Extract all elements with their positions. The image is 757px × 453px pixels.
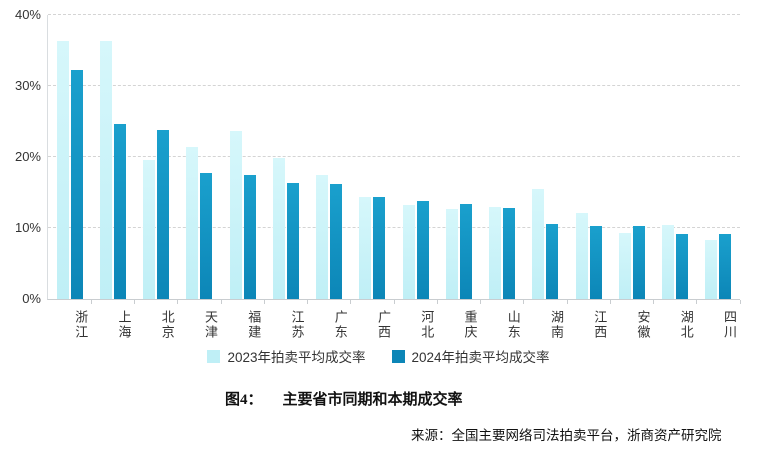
bar-湖南-2024 [546,224,559,299]
bar-group-山东 [481,15,525,304]
gridline-30 [48,85,740,86]
y-axis-label: 0% [22,291,41,306]
bar-group-重庆 [437,15,482,304]
bar-group-四川 [697,15,741,304]
bar-浙江-2024 [70,70,83,299]
gridline-10 [48,227,740,228]
legend-item-2024: 2024年拍卖平均成交率 [391,346,550,366]
bar-group-上海 [91,15,136,304]
bar-group-浙江 [48,15,93,304]
figure-caption-title: 主要省市同期和本期成交率 [282,392,463,408]
bar-江苏-2023 [272,158,285,299]
x-axis-label-福建: 福建 [246,310,262,340]
bar-四川-2024 [719,233,732,299]
bar-group-湖南 [524,15,568,304]
x-axis-label-湖南: 湖南 [549,310,564,340]
bar-河北-2023 [402,205,415,299]
bar-group-江西 [567,15,612,304]
y-axis-label: 20% [14,149,41,164]
x-axis-label-江西: 江西 [592,310,608,340]
legend-label-2023: 2023年拍卖平均成交率 [227,350,366,365]
bar-group-天津 [178,15,222,304]
bar-广东-2023 [316,174,329,299]
figure-caption: 图4： 主要省市同期和本期成交率 [225,388,463,409]
bar-天津-2024 [200,173,213,299]
x-axis-label-浙江: 浙江 [73,310,89,340]
y-axis-label: 30% [14,78,41,93]
bar-湖南-2023 [532,188,545,299]
bar-浙江-2023 [56,40,69,299]
legend-label-2024: 2024年拍卖平均成交率 [411,350,550,365]
x-axis-label-安徽: 安徽 [635,310,651,340]
bar-天津-2023 [186,147,199,299]
x-axis-label-天津: 天津 [203,310,218,340]
bar-广西-2024 [373,197,386,299]
bar-groups [48,15,741,304]
bar-广西-2023 [359,196,372,299]
bar-江西-2024 [589,225,602,299]
bar-北京-2024 [157,130,170,299]
bar-group-广东 [308,15,352,304]
x-axis-label-山东: 山东 [505,310,521,340]
x-axis-label-上海: 上海 [116,310,132,340]
legend-item-2023: 2023年拍卖平均成交率 [207,346,366,366]
x-axis-label-江苏: 江苏 [289,310,305,340]
bar-福建-2023 [229,130,242,299]
bar-福建-2024 [243,175,256,299]
bar-group-湖北 [654,15,698,304]
bar-group-福建 [221,15,266,304]
legend-swatch-2024 [391,349,405,363]
bar-安徽-2023 [618,232,631,299]
y-axis-label: 40% [14,7,41,22]
y-axis-label: 10% [14,220,41,235]
bar-group-江苏 [264,15,309,304]
plot-area: 0% 10% 20% 30% 40% [15,8,741,306]
x-axis-label-河北: 河北 [419,310,435,340]
bar-山东-2024 [503,208,516,299]
bar-group-安徽 [610,15,655,304]
bar-山东-2023 [489,207,502,299]
x-axis-label-湖北: 湖北 [678,310,694,340]
bar-四川-2023 [705,240,718,299]
bar-湖北-2023 [662,225,675,299]
x-axis-label-广东: 广东 [332,310,348,340]
bar-重庆-2023 [445,208,458,299]
bar-河北-2024 [416,201,429,299]
bar-重庆-2024 [459,203,472,299]
bar-上海-2023 [99,40,112,299]
legend: 2023年拍卖平均成交率 2024年拍卖平均成交率 [0,346,757,366]
x-axis-label-重庆: 重庆 [462,310,478,340]
bar-上海-2024 [113,124,126,299]
bar-江苏-2024 [286,183,299,299]
bar-湖北-2024 [676,233,689,299]
bar-江西-2023 [575,213,588,299]
source-note: 来源：全国主要网络司法拍卖平台，浙商资产研究院 [411,428,722,443]
bar-group-河北 [394,15,439,304]
gridline-20 [48,156,740,157]
gridline-40 [48,14,740,15]
x-axis-label-广西: 广西 [376,310,391,340]
x-axis-label-四川: 四川 [722,310,737,340]
bar-北京-2023 [143,159,156,299]
bar-group-广西 [351,15,395,304]
bar-group-北京 [135,15,179,304]
legend-swatch-2023 [207,349,221,363]
x-axis-labels: 浙江 上海 北京 天津 福建 江苏 广东 广西 河北 重庆 山东 湖南 江西 安徽 湖北 四川 [47,303,739,347]
figure-caption-number: 图4： [225,392,263,408]
x-axis-label-北京: 北京 [159,310,175,340]
bar-广东-2024 [330,183,343,299]
bar-安徽-2024 [632,225,645,299]
